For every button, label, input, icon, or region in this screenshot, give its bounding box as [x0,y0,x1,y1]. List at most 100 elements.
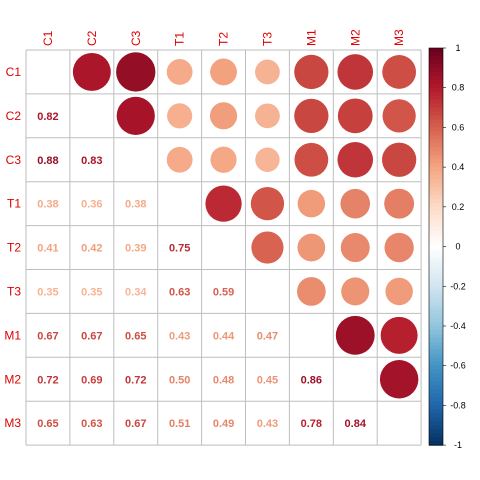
corr-value-M2-T1: 0.50 [169,374,190,386]
corr-circle-T1-M3 [384,188,415,219]
column-label-C3: C3 [129,30,143,46]
colorbar-segment [429,218,443,224]
corr-value-M1-T1: 0.43 [169,330,190,342]
column-label-T3: T3 [260,32,274,46]
corr-value-M3-M2: 0.84 [345,418,367,430]
corr-value-C3-C1: 0.88 [37,155,58,167]
corr-circle-T1-M1 [297,189,326,218]
colorbar-segment [429,210,443,216]
colorbar-segment [429,254,443,260]
corr-circle-T1-T3 [250,187,285,221]
colorbar-segment [429,337,443,343]
colorbar-segment [429,71,443,77]
corr-circle-C2-T2 [209,102,238,130]
colorbar-segment [429,75,443,81]
colorbar-segment [429,175,443,180]
corr-circle-C2-T1 [167,103,193,129]
corr-value-C2-C1: 0.82 [37,111,58,123]
corr-value-M3-C2: 0.63 [81,418,102,430]
corr-circle-C1-C2 [72,52,111,91]
colorbar-segment [429,67,443,73]
colorbar-tick-label: 0.4 [452,162,465,172]
colorbar-segment [429,95,443,101]
colorbar-segment [429,429,443,434]
column-label-C2: C2 [85,30,99,46]
corr-circle-C3-M1 [294,142,329,177]
colorbar-segment [429,183,443,188]
colorbar-segment [429,333,443,339]
colorbar-tick-label: -0.6 [450,361,466,371]
colorbar-segment [429,298,443,303]
colorbar-segment [429,409,443,414]
colorbar-segment [429,381,443,387]
corr-circle-T1-M2 [340,188,371,219]
colorbar-segment [429,135,443,140]
corr-circle-C1-M2 [337,54,374,90]
colorbar-segment [429,377,443,383]
colorbar-segment [429,234,443,240]
colorbar-segment [429,433,443,438]
corr-value-T3-T1: 0.63 [169,286,190,298]
row-label-M2: M2 [4,372,21,386]
corr-value-M2-C2: 0.69 [81,374,102,386]
colorbar-segment [429,345,443,351]
colorbar-segment [429,413,443,418]
colorbar-segment [429,278,443,283]
colorbar-segment [429,143,443,148]
colorbar-tick-label: 0.8 [452,83,465,93]
corr-value-M2-T3: 0.45 [257,374,278,386]
colorbar-segment [429,365,443,371]
colorbar-segment [429,163,443,168]
colorbar-segment [429,425,443,430]
colorbar-segment [429,198,443,204]
colorbar-segment [429,131,443,136]
colorbar-segment [429,91,443,97]
corr-value-M3-C3: 0.67 [125,418,146,430]
colorbar-segment [429,147,443,152]
colorbar-segment [429,437,443,442]
colorbar-segment [429,369,443,375]
colorbar-segment [429,421,443,426]
colorbar-segment [429,441,443,446]
colorbar-segment [429,357,443,363]
colorbar-segment [429,194,443,200]
colorbar-segment [429,266,443,271]
corr-circle-M2-M3 [379,360,419,399]
colorbar-tick-label: -0.4 [450,321,466,331]
colorbar-segment [429,171,443,176]
corr-value-M3-T3: 0.43 [257,418,278,430]
colorbar-segment [429,226,443,232]
colorbar-segment [429,48,443,53]
colorbar-segment [429,107,443,113]
colorbar-segment [429,242,443,248]
colorbar-segment [429,353,443,359]
colorbar-segment [429,318,443,323]
colorbar-segment [429,99,443,105]
row-label-M1: M1 [4,328,21,342]
corr-value-M3-M1: 0.78 [301,418,322,430]
corr-value-C3-C2: 0.83 [81,155,102,167]
colorbar-segment [429,286,443,291]
corr-value-M3-T1: 0.51 [169,418,190,430]
colorbar-segment [429,214,443,220]
colorbar-tick-label: 0.2 [452,202,465,212]
colorbar-segment [429,373,443,379]
corr-circle-T3-M3 [385,277,413,306]
colorbar-segment [429,115,443,121]
colorbar-tick-label: -0.8 [450,400,466,410]
corr-value-T3-C2: 0.35 [81,286,102,298]
colorbar-segment [429,405,443,410]
colorbar-segment [429,258,443,264]
row-label-T3: T3 [7,284,21,298]
colorbar-segment [429,294,443,299]
colorbar-segment [429,322,443,327]
row-label-C2: C2 [6,109,22,123]
corr-circle-C3-T3 [255,147,280,172]
corr-value-T1-C2: 0.36 [81,199,102,211]
colorbar-segment [429,155,443,160]
corr-value-T1-C1: 0.38 [37,199,58,211]
corr-circle-T3-M2 [341,277,370,306]
corr-circle-C2-C3 [116,96,155,135]
